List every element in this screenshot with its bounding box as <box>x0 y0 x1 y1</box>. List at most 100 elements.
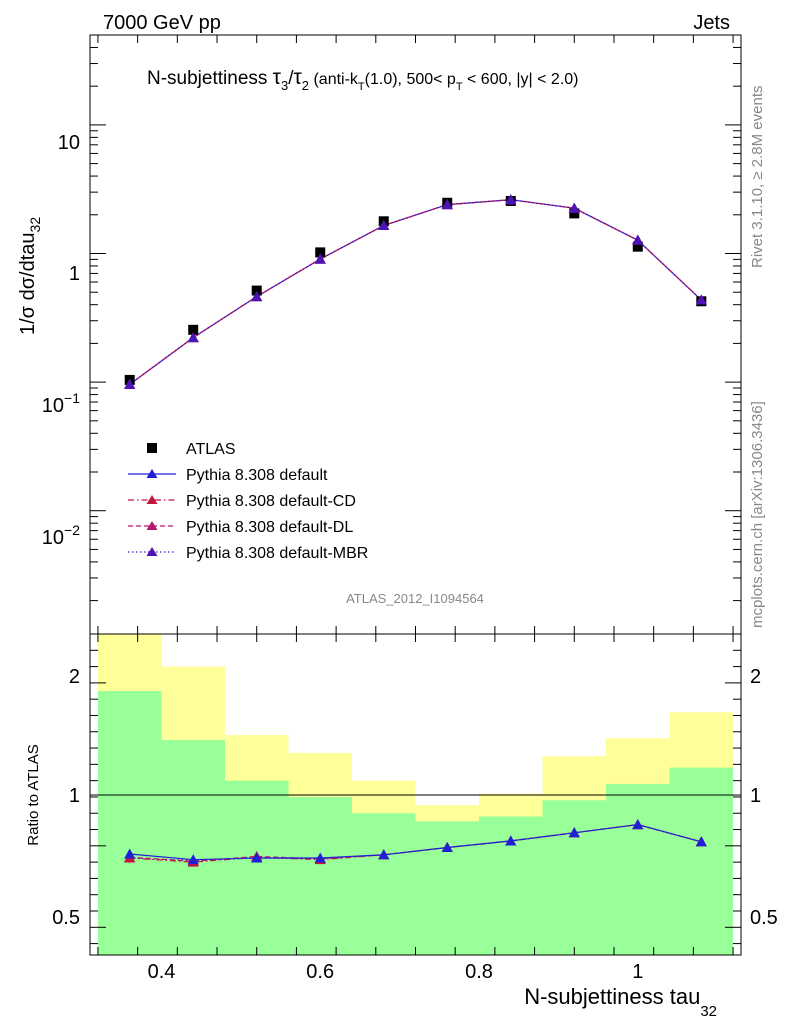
main-y-tick-label-0.1-base: 10 <box>42 395 64 417</box>
x-axis-label: N-subjettiness tau32 <box>524 984 717 1020</box>
legend-marker-default-mbr <box>146 547 158 556</box>
ratio-point-pythia-8-308-default <box>314 852 326 863</box>
main-line-pythia-8-308-default-dl <box>129 199 702 385</box>
main-y-tick-label-1: 1 <box>69 263 80 285</box>
main-line-pythia-8-308-default-mbr <box>129 199 702 385</box>
legend-entry-default: Pythia 8.308 default <box>128 467 328 484</box>
main-line-pythia-8-308-default <box>129 199 702 385</box>
ratio-band-inner <box>415 821 480 955</box>
ratio-band-inner <box>97 691 162 955</box>
main-point-atlas <box>188 324 199 335</box>
ratio-frame <box>89 633 742 956</box>
ratio-y-tick-label-1: 1 <box>69 785 80 807</box>
main-y-tick-label-0.01-exp: −2 <box>64 522 80 538</box>
ratio-y-tick-label-2: 2 <box>69 666 80 688</box>
title-cut-mid: (1.0), 500< p <box>365 71 456 88</box>
ratio-y-tick-label-right-0.5: 0.5 <box>750 907 778 929</box>
legend-entry-default-mbr: Pythia 8.308 default-MBR <box>128 545 368 562</box>
main-data-layer <box>124 194 707 389</box>
legend-label-atlas: ATLAS <box>186 441 236 458</box>
legend-marker-default-cd <box>146 495 158 504</box>
ratio-band-inner <box>288 796 352 955</box>
legend-entry-default-cd: Pythia 8.308 default-CD <box>128 493 356 510</box>
ratio-band-inner <box>542 800 607 955</box>
title-prefix: N-subjettiness <box>147 68 273 89</box>
main-point-pythia-8-308-default-mbr <box>632 234 644 245</box>
x-tick-label-1: 1 <box>632 961 643 983</box>
legend-marker-default <box>146 469 158 478</box>
main-line-pythia-8-308-default-cd <box>129 199 702 385</box>
title-k-sub: T <box>358 81 365 93</box>
main-y-axis-label-sub: 32 <box>27 217 43 233</box>
main-point-pythia-8-308-default-mbr <box>251 291 263 302</box>
main-axis-ticks <box>90 34 741 634</box>
ratio-panel: 2 1 0.5 2 1 0.5 Ratio to ATLAS 0.4 0.6 0… <box>25 633 778 1020</box>
main-point-atlas <box>632 241 643 252</box>
title-tau2-sub: 2 <box>302 78 309 93</box>
ratio-line-pythia-8-308-default <box>129 823 702 861</box>
legend-label-default-cd: Pythia 8.308 default-CD <box>186 493 356 510</box>
main-y-axis-label: 1/σ dσ/dtau32 <box>17 217 43 335</box>
ratio-point-pythia-8-308-default <box>441 841 453 852</box>
ratio-point-pythia-8-308-default <box>187 854 199 865</box>
title-cut-open: (anti-k <box>309 71 359 88</box>
main-y-tick-label-10: 10 <box>58 132 80 154</box>
legend: ATLAS Pythia 8.308 default Pythia 8.308 … <box>128 441 368 562</box>
title-cut-close: < 600, |y| < 2.0) <box>463 71 579 88</box>
mcplots-label: mcplots.cern.ch [arXiv:1306.3436] <box>749 401 766 628</box>
legend-label-default: Pythia 8.308 default <box>186 467 328 484</box>
title-tau3: τ <box>273 66 282 89</box>
ratio-y-tick-label-right-1: 1 <box>750 785 761 807</box>
main-panel: N-subjettiness τ3/τ2 (anti-kT(1.0), 500<… <box>17 34 742 635</box>
header-left-label: 7000 GeV pp <box>103 12 221 34</box>
x-axis-label-main: N-subjettiness tau <box>524 984 700 1009</box>
ratio-point-pythia-8-308-default <box>124 848 136 859</box>
title-tau2: τ <box>293 66 302 89</box>
title-p-sub: T <box>456 81 463 93</box>
ratio-y-axis-label: Ratio to ATLAS <box>25 744 42 845</box>
ratio-point-pythia-8-308-default <box>695 836 707 847</box>
ratio-band-inner <box>224 780 289 955</box>
legend-label-default-mbr: Pythia 8.308 default-MBR <box>186 545 368 562</box>
rivet-version-label: Rivet 3.1.10, ≥ 2.8M events <box>749 86 766 269</box>
plot-title: N-subjettiness τ3/τ2 (anti-kT(1.0), 500<… <box>147 66 579 93</box>
main-point-pythia-8-308-default-mbr <box>124 378 136 389</box>
legend-marker-atlas <box>147 443 157 453</box>
main-y-tick-label-0.1-exp: −1 <box>64 390 80 406</box>
header-right-label: Jets <box>693 12 730 34</box>
main-point-pythia-8-308-default-mbr <box>568 202 580 213</box>
ratio-point-pythia-8-308-default <box>568 827 580 838</box>
ratio-band-inner <box>161 739 225 955</box>
legend-entry-atlas: ATLAS <box>147 441 236 458</box>
ratio-band-inner <box>606 783 670 955</box>
title-slash: / <box>288 68 294 89</box>
x-tick-label-0.6: 0.6 <box>306 961 334 983</box>
x-tick-label-0.4: 0.4 <box>148 961 176 983</box>
main-y-tick-label-0.01: 10−2 <box>42 522 80 549</box>
x-tick-label-0.8: 0.8 <box>465 961 493 983</box>
main-point-pythia-8-308-default-mbr <box>378 220 390 231</box>
ratio-point-pythia-8-308-default <box>378 849 390 860</box>
ratio-y-tick-label-right-2: 2 <box>750 666 761 688</box>
main-point-pythia-8-308-default-mbr <box>441 199 453 210</box>
ratio-band-inner <box>351 813 416 955</box>
ratio-point-pythia-8-308-default <box>251 852 263 863</box>
ratio-point-pythia-8-308-default <box>505 835 517 846</box>
main-y-tick-label-0.01-base: 10 <box>42 527 64 549</box>
ratio-axis-ticks <box>90 633 741 955</box>
main-point-pythia-8-308-default-mbr <box>505 194 517 205</box>
main-point-pythia-8-308-default-mbr <box>695 294 707 305</box>
title-tau3-sub: 3 <box>281 78 288 93</box>
x-axis-label-sub: 32 <box>700 1003 717 1020</box>
main-y-axis-label-main: 1/σ dσ/dtau <box>17 232 39 335</box>
main-point-pythia-8-308-default-mbr <box>314 253 326 264</box>
main-point-atlas <box>315 247 326 258</box>
legend-marker-default-dl <box>146 521 158 530</box>
main-point-atlas <box>251 285 262 296</box>
main-point-pythia-8-308-default-mbr <box>187 332 199 343</box>
legend-entry-default-dl: Pythia 8.308 default-DL <box>128 519 353 536</box>
ratio-point-pythia-8-308-default <box>632 819 644 830</box>
legend-label-default-dl: Pythia 8.308 default-DL <box>186 519 353 536</box>
ratio-data-layer <box>124 819 707 867</box>
